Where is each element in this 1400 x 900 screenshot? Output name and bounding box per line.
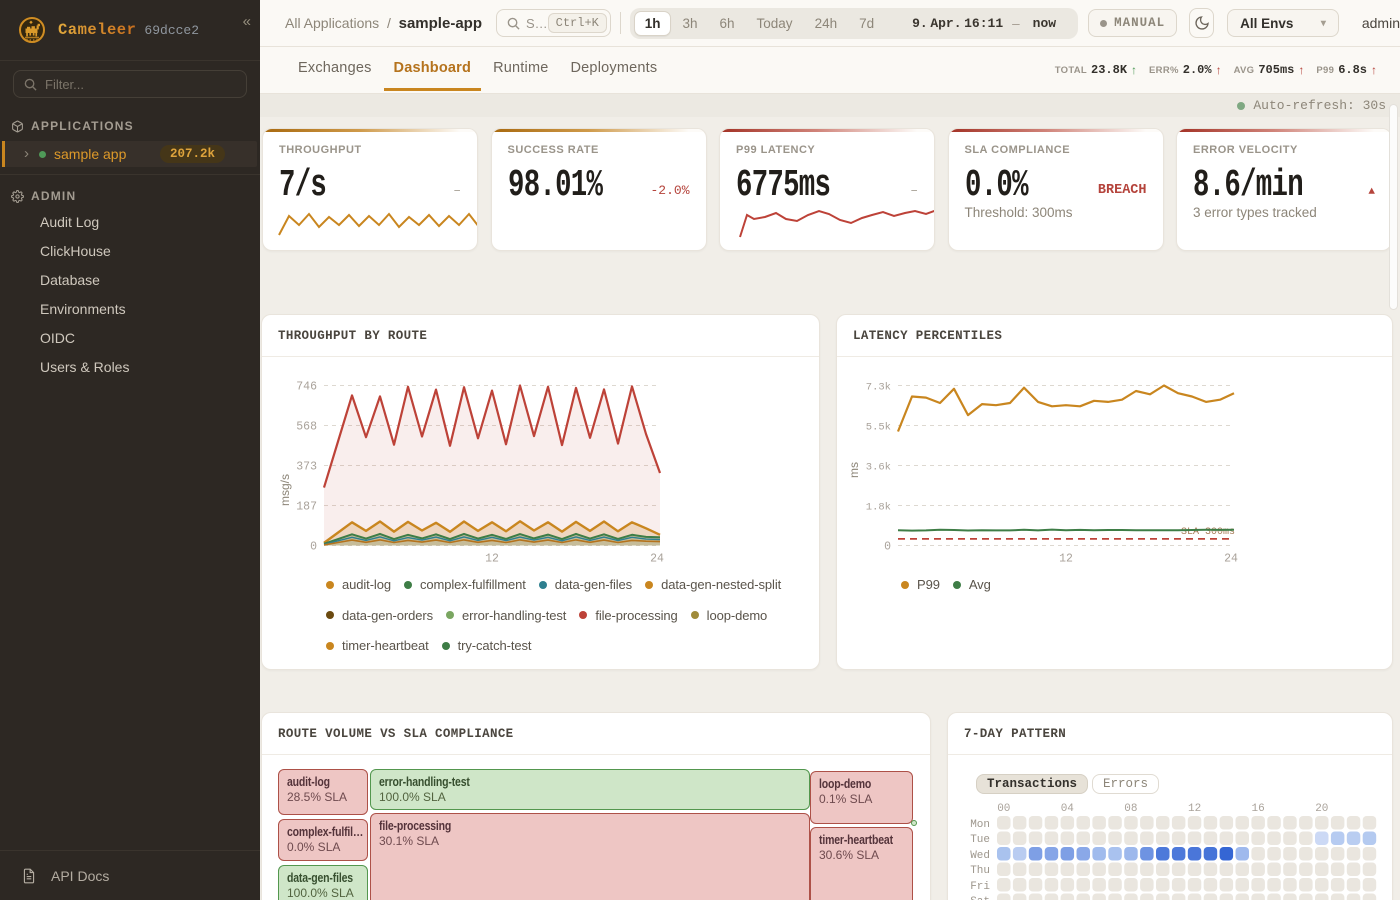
- svg-text:1.8k: 1.8k: [866, 502, 891, 514]
- svg-text:24: 24: [650, 553, 664, 566]
- svg-text:24: 24: [1224, 553, 1238, 566]
- svg-text:Fri: Fri: [970, 881, 990, 893]
- svg-text:568: 568: [296, 421, 317, 434]
- svg-text:0: 0: [884, 541, 891, 554]
- svg-text:373: 373: [296, 461, 317, 474]
- svg-text:16: 16: [1251, 803, 1264, 815]
- svg-text:746: 746: [296, 381, 317, 394]
- svg-text:ms: ms: [847, 462, 861, 478]
- svg-text:12: 12: [485, 553, 499, 566]
- svg-text:msg/s: msg/s: [278, 474, 292, 506]
- svg-text:20: 20: [1315, 803, 1328, 815]
- svg-text:12: 12: [1059, 553, 1073, 566]
- svg-text:SLA 300ms: SLA 300ms: [1181, 527, 1235, 538]
- svg-text:Wed: Wed: [970, 850, 990, 862]
- svg-text:Sat: Sat: [970, 896, 990, 900]
- svg-text:Tue: Tue: [970, 834, 990, 846]
- svg-text:3.6k: 3.6k: [866, 462, 891, 474]
- svg-text:Mon: Mon: [970, 819, 990, 831]
- svg-text:12: 12: [1188, 803, 1201, 815]
- svg-text:0: 0: [310, 541, 317, 554]
- svg-text:04: 04: [1061, 803, 1075, 815]
- svg-text:Thu: Thu: [970, 865, 990, 877]
- svg-text:187: 187: [296, 501, 317, 514]
- svg-text:00: 00: [997, 803, 1010, 815]
- svg-text:08: 08: [1124, 803, 1137, 815]
- svg-text:5.5k: 5.5k: [866, 422, 891, 434]
- svg-text:7.3k: 7.3k: [866, 382, 891, 394]
